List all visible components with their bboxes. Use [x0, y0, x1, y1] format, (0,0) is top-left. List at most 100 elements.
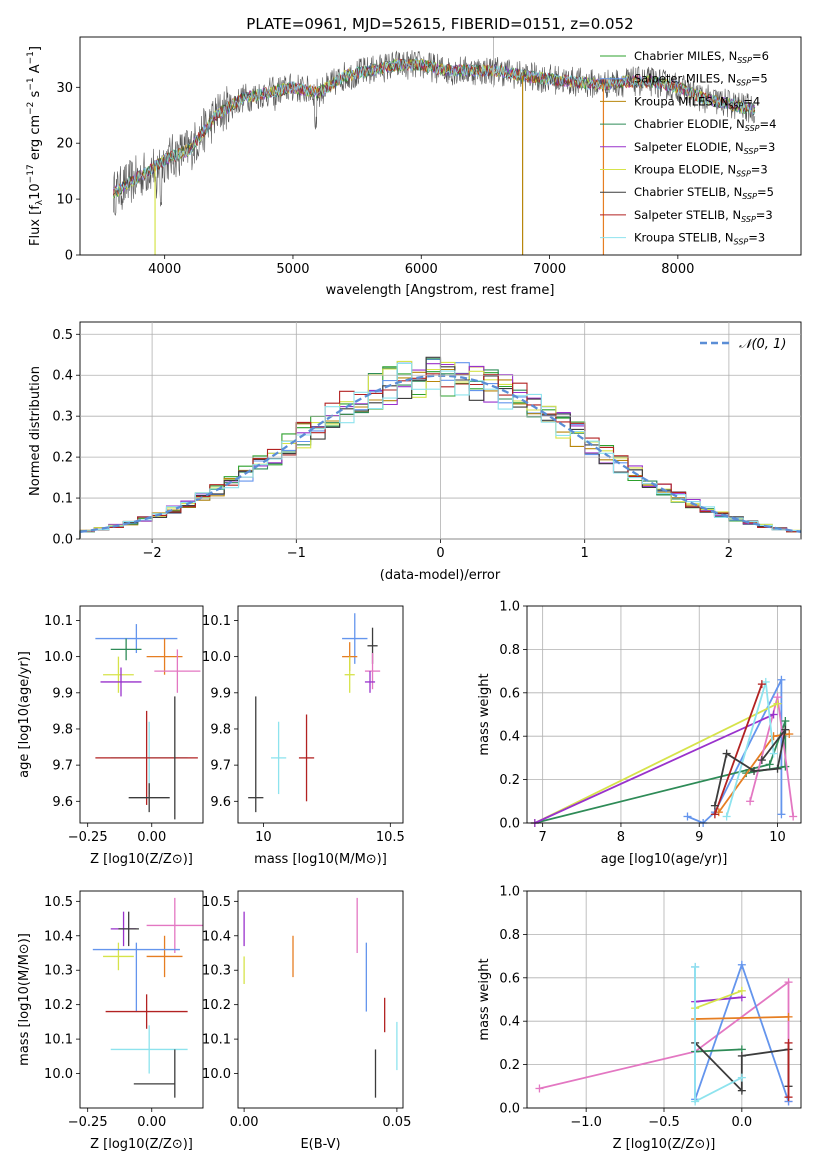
y-tick-label: 10.1: [44, 1033, 73, 1048]
x-tick-label: 6000: [405, 262, 438, 277]
x-tick-label: 4000: [148, 262, 181, 277]
x-tick-label: 2: [725, 546, 733, 561]
residual-panel: (data-model)/error Normed distribution −…: [28, 321, 802, 583]
spectrum-xlabel: wavelength [Angstrom, rest frame]: [326, 283, 555, 298]
panel-ylabel: age [log10(age/yr)]: [17, 651, 32, 778]
y-tick-label: 0.1: [52, 492, 73, 507]
y-tick-label: 0.0: [52, 533, 73, 548]
mass-vs-Z-panel: −0.25 0.00 10.0 10.1 10.2 10.3 10.4 10.5 Z [log1…: [17, 890, 204, 1152]
legend-label: Chabrier MILES, NSSP=6: [634, 49, 769, 65]
legend-label: Kroupa STELIB, NSSP=3: [634, 231, 765, 247]
residual-ylabel: Normed distribution: [28, 366, 43, 496]
legend-label: Chabrier ELODIE, NSSP=4: [634, 117, 776, 133]
spectrum-frame: [79, 36, 802, 256]
weight-line: [714, 729, 787, 806]
mass-vs-EBV-panel: 0.00 0.05 10.0 10.1 10.2 10.3 10.4 10.5 E(B-V): [202, 890, 411, 1152]
spectrum-model-line: [113, 58, 755, 194]
age-vs-Z-panel: −0.25 0.00 9.6 9.7 9.8 9.9 10.0 10.1 Z [log10(Z/…: [17, 605, 204, 867]
panel-xlabel: mass [log10(M/M⊙)]: [254, 852, 387, 867]
y-tick-label: 0.2: [499, 773, 520, 788]
panel-frame: [237, 890, 404, 1109]
x-tick-label: 7000: [533, 262, 566, 277]
spectrum-legend: Chabrier MILES, NSSP=6 Salpeter MILES, NS…: [600, 49, 776, 247]
y-tick-label: 10.2: [44, 998, 73, 1013]
figure-title: PLATE=0961, MJD=52615, FIBERID=0151, z=0…: [246, 15, 633, 33]
y-tick-label: 0.6: [499, 971, 520, 986]
x-tick-label: −0.5: [648, 1115, 680, 1130]
weight-line: [534, 713, 774, 824]
x-tick-label: 8: [617, 830, 625, 845]
y-tick-label: 9.8: [52, 722, 73, 737]
x-tick-label: 10.5: [376, 830, 405, 845]
y-tick-label: 1.0: [499, 885, 520, 900]
y-tick-label: 10.2: [202, 998, 231, 1013]
spectrum-panel: wavelength [Angstrom, rest frame] Flux […: [26, 36, 802, 298]
y-tick-label: 0.3: [52, 410, 73, 425]
mass-weight-vs-age-panel: 7 8 9 10 0.0 0.2 0.4 0.6 0.8 1.0 age [log10(age/yr…: [477, 600, 802, 867]
y-tick-label: 9.7: [52, 759, 73, 774]
legend-label: Salpeter MILES, NSSP=5: [634, 72, 768, 88]
x-tick-label: 10: [255, 830, 272, 845]
y-tick-label: 10.1: [202, 1033, 231, 1048]
y-tick-label: 10.0: [202, 650, 231, 665]
y-tick-label: 0.0: [499, 817, 520, 832]
x-tick-label: −2: [143, 546, 162, 561]
panel-xlabel: Z [log10(Z/Z⊙)]: [90, 852, 193, 867]
x-tick-label: −0.25: [68, 1115, 108, 1130]
panel-frame: [237, 605, 404, 824]
weight-line: [694, 989, 743, 1010]
x-tick-label: 0.00: [230, 1115, 259, 1130]
legend-label: Salpeter ELODIE, NSSP=3: [634, 140, 775, 156]
weight-line: [695, 1016, 789, 1020]
panel-frame: [79, 890, 204, 1109]
y-tick-label: 10.3: [202, 964, 231, 979]
panel-frame: [526, 605, 802, 824]
x-tick-label: 0.00: [137, 830, 166, 845]
legend-label: Chabrier STELIB, NSSP=5: [634, 185, 774, 201]
panel-xlabel: Z [log10(Z/Z⊙)]: [90, 1137, 193, 1152]
x-tick-label: −1.0: [570, 1115, 602, 1130]
small-panels: −0.25 0.00 9.6 9.7 9.8 9.9 10.0 10.1 Z [log10(Z/…: [17, 600, 802, 1152]
spectrum-ylabel: Flux [fλ10−17 erg cm−2 s−1 A−1]: [26, 46, 45, 246]
x-tick-label: 7: [539, 830, 547, 845]
spectrum-ticks: 4000 5000 6000 7000 8000 0 10 20 30: [56, 81, 694, 277]
y-tick-label: 10.1: [202, 614, 231, 629]
panel-ylabel: mass [log10(M/M⊙)]: [17, 933, 32, 1066]
residual-legend-label: 𝒩(0, 1): [739, 337, 786, 352]
panel-ylabel: mass weight: [477, 673, 492, 755]
y-tick-label: 0.2: [499, 1058, 520, 1073]
y-tick-label: 10.3: [44, 964, 73, 979]
residual-ticks: −2 −1 0 1 2 0.0 0.1 0.2 0.3 0.4 0.5: [52, 322, 801, 561]
y-tick-label: 0.5: [52, 328, 73, 343]
panel-xlabel: E(B-V): [300, 1137, 340, 1152]
y-tick-label: 0.4: [52, 369, 73, 384]
weight-line: [714, 683, 763, 815]
residual-xlabel: (data-model)/error: [380, 568, 501, 583]
panel-xlabel: age [log10(age/yr)]: [601, 852, 728, 867]
y-tick-label: 10.0: [44, 1067, 73, 1082]
y-tick-label: 0.0: [499, 1102, 520, 1117]
y-tick-label: 20: [56, 137, 73, 152]
y-tick-label: 9.9: [210, 686, 231, 701]
weight-line: [534, 702, 778, 824]
y-tick-label: 9.6: [52, 795, 73, 810]
x-tick-label: 0.0: [731, 1115, 752, 1130]
x-tick-label: 5000: [276, 262, 309, 277]
x-tick-label: −0.25: [68, 830, 108, 845]
y-tick-label: 0.8: [499, 643, 520, 658]
y-tick-label: 10.1: [44, 614, 73, 629]
legend-label: Kroupa ELODIE, NSSP=3: [634, 163, 768, 179]
y-tick-label: 0.4: [499, 730, 520, 745]
x-tick-label: 0.05: [382, 1115, 411, 1130]
y-tick-label: 10.4: [44, 929, 73, 944]
y-tick-label: 9.8: [210, 722, 231, 737]
panel-frame: [526, 890, 802, 1109]
weight-line: [725, 681, 775, 817]
legend-label: Salpeter STELIB, NSSP=3: [634, 208, 773, 224]
y-tick-label: 0: [65, 249, 73, 264]
y-tick-label: 10.5: [44, 895, 73, 910]
y-tick-label: 10: [56, 193, 73, 208]
panel-xlabel: Z [log10(Z/Z⊙)]: [613, 1137, 716, 1152]
panel-ylabel: mass weight: [477, 958, 492, 1040]
